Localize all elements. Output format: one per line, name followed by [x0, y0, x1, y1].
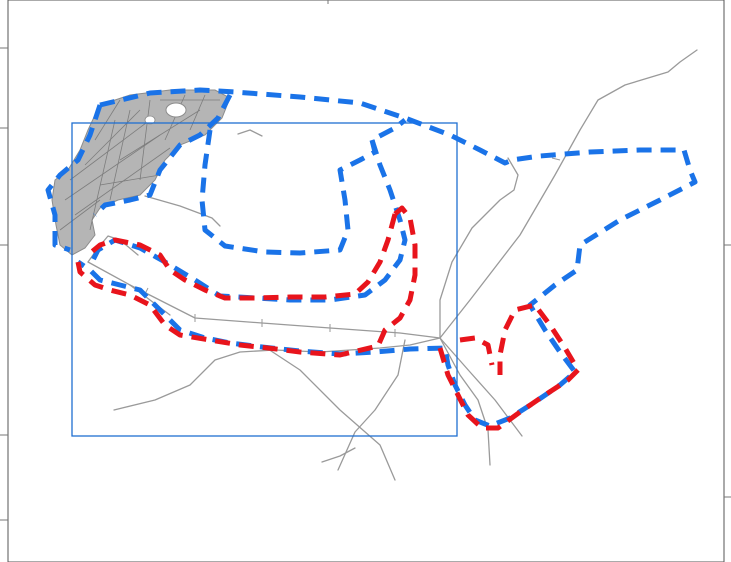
frame-ticks	[0, 0, 731, 521]
blue-route-middle-loop	[89, 139, 408, 303]
blue-route-layer	[45, 87, 698, 429]
extent-box	[71, 122, 458, 437]
road-small-segment	[237, 129, 263, 137]
road-north-east	[439, 49, 698, 339]
road-west-link	[144, 195, 221, 227]
road-south-central	[337, 339, 406, 471]
urban-street-9	[164, 94, 186, 141]
urban-street-6	[109, 109, 131, 201]
red-route-east-loop	[437, 302, 581, 431]
road-south-spur	[321, 447, 356, 463]
red-route-layer	[75, 205, 581, 431]
map-frame	[7, 0, 725, 562]
red-route-north-loop	[75, 205, 418, 358]
road-south-diagonal	[261, 344, 396, 481]
red-route-east-spur	[459, 335, 495, 366]
urban-street-10	[189, 94, 206, 131]
urban-street-8	[139, 99, 151, 181]
urban-area-layer	[51, 89, 231, 256]
urban-street-11	[59, 199, 101, 231]
urban-street-5	[94, 99, 121, 141]
urban-street-12	[119, 109, 201, 161]
road-ticks	[143, 157, 561, 337]
urban-street-1	[69, 119, 151, 181]
urban-street-14	[99, 174, 161, 186]
urban-street-4	[84, 109, 141, 166]
urban-lake-2	[144, 115, 156, 125]
road-north-branch	[439, 157, 519, 339]
urban-lake	[165, 102, 187, 118]
urban-street-grid	[59, 94, 220, 231]
blue-route-inner-north	[93, 93, 233, 217]
road-south-west	[113, 337, 441, 411]
blue-route-outer-loop	[76, 87, 698, 429]
urban-street-7	[89, 119, 116, 231]
red-route-inner	[86, 213, 398, 301]
road-tick-6	[551, 157, 561, 161]
road-south-east-2	[439, 337, 491, 466]
blue-route-west-edge	[45, 104, 103, 253]
